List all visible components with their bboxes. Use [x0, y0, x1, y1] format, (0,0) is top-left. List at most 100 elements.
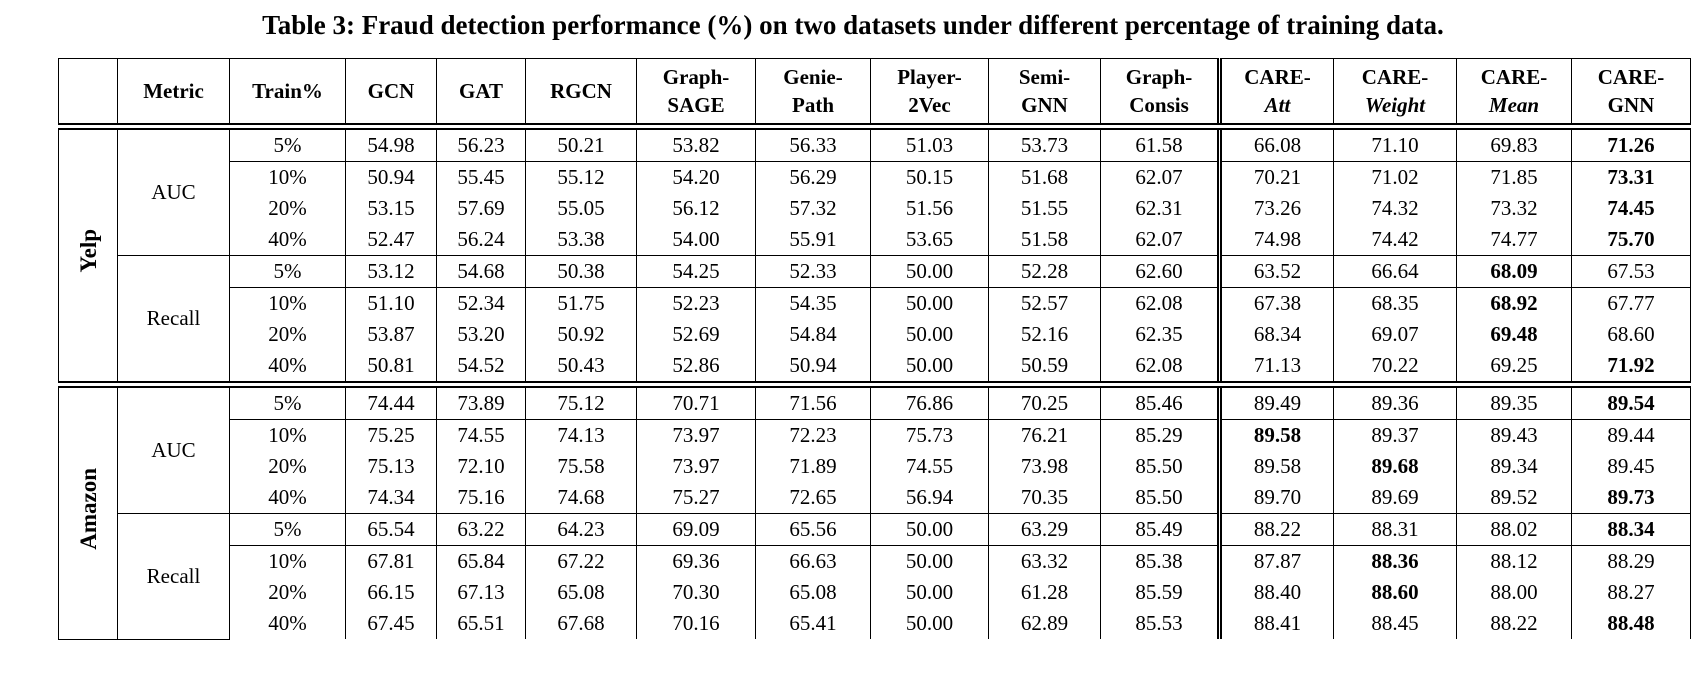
- value-cell: 67.81: [345, 545, 437, 577]
- table-body: Yelp AUC 5% 54.98 56.23 50.21 53.82 56.33 51.03 5…: [58, 123, 1691, 640]
- value-cell: 50.43: [525, 350, 637, 385]
- value-cell: 52.34: [436, 287, 526, 319]
- value-cell: 75.70: [1571, 224, 1691, 256]
- value-cell: 63.52: [1217, 255, 1334, 288]
- column-header: CARE- Att: [1217, 58, 1334, 127]
- value-cell: 53.12: [345, 255, 437, 288]
- column-header: GAT: [436, 58, 526, 127]
- data-row: 10% 50.94 55.45 55.12 54.20 56.29 50.15 51.68 62…: [59, 161, 1691, 193]
- value-cell: 52.23: [636, 287, 756, 319]
- header-line: Weight: [1364, 93, 1426, 117]
- value-cell: 53.15: [345, 193, 437, 224]
- value-cell: 71.89: [755, 451, 871, 482]
- value-cell: 54.68: [436, 255, 526, 288]
- value-cell: 62.89: [988, 608, 1101, 639]
- value-cell: 67.68: [525, 608, 637, 639]
- value-cell: 74.13: [525, 419, 637, 451]
- data-row: 10% 67.81 65.84 67.22 69.36 66.63 50.00 63.32 85…: [59, 545, 1691, 577]
- value-cell: 50.00: [870, 513, 989, 546]
- data-row: 40% 50.81 54.52 50.43 52.86 50.94 50.00 50.59 62…: [59, 350, 1691, 385]
- train-cell: 20%: [229, 193, 346, 224]
- value-cell: 51.56: [870, 193, 989, 224]
- value-cell: 55.12: [525, 161, 637, 193]
- value-cell: 63.29: [988, 513, 1101, 546]
- dataset-name: Yelp: [75, 229, 101, 273]
- value-cell: 73.26: [1217, 193, 1334, 224]
- header-line: Path: [792, 93, 834, 117]
- value-cell: 52.28: [988, 255, 1101, 288]
- column-header: CARE- GNN: [1571, 58, 1691, 127]
- value-cell: 50.00: [870, 608, 989, 639]
- data-row: Amazon AUC 5% 74.44 73.89 75.12 70.71 71.56 76.8…: [58, 381, 1691, 640]
- value-cell: 75.13: [345, 451, 437, 482]
- value-cell: 61.28: [988, 577, 1101, 608]
- value-cell: 50.94: [345, 161, 437, 193]
- value-cell: 69.09: [636, 513, 756, 546]
- value-cell: 52.16: [988, 319, 1101, 350]
- value-cell: 70.16: [636, 608, 756, 639]
- value-cell: 56.12: [636, 193, 756, 224]
- column-header: CARE- Weight: [1333, 58, 1457, 127]
- value-cell: 73.31: [1571, 161, 1691, 193]
- value-cell: 75.16: [436, 482, 526, 514]
- value-cell: 72.65: [755, 482, 871, 514]
- value-cell: 85.46: [1100, 381, 1220, 420]
- value-cell: 68.92: [1456, 287, 1572, 319]
- value-cell: 74.55: [436, 419, 526, 451]
- value-cell: 76.86: [870, 381, 989, 420]
- value-cell: 53.20: [436, 319, 526, 350]
- value-cell: 87.87: [1217, 545, 1334, 577]
- column-header: Train%: [229, 58, 346, 127]
- value-cell: 71.92: [1571, 350, 1691, 385]
- value-cell: 69.48: [1456, 319, 1572, 350]
- value-cell: 89.34: [1456, 451, 1572, 482]
- metric-name: Recall: [117, 255, 230, 385]
- value-cell: 85.53: [1100, 608, 1220, 639]
- value-cell: 85.50: [1100, 451, 1220, 482]
- value-cell: 65.08: [525, 577, 637, 608]
- value-cell: 50.00: [870, 287, 989, 319]
- train-cell: 20%: [229, 319, 346, 350]
- value-cell: 68.09: [1456, 255, 1572, 288]
- value-cell: 65.56: [755, 513, 871, 546]
- value-cell: 70.21: [1217, 161, 1334, 193]
- data-row: 20% 66.15 67.13 65.08 70.30 65.08 50.00 61.28 85…: [59, 577, 1691, 608]
- value-cell: 51.10: [345, 287, 437, 319]
- header-line: Genie-: [783, 65, 843, 89]
- value-cell: 89.58: [1217, 451, 1334, 482]
- value-cell: 54.35: [755, 287, 871, 319]
- value-cell: 73.32: [1456, 193, 1572, 224]
- train-cell: 5%: [229, 381, 346, 420]
- dataset-name: Amazon: [75, 467, 101, 550]
- train-cell: 5%: [229, 255, 346, 288]
- train-cell: 40%: [229, 482, 346, 514]
- value-cell: 88.12: [1456, 545, 1572, 577]
- value-cell: 88.00: [1456, 577, 1572, 608]
- metric-name: Recall: [117, 513, 230, 640]
- value-cell: 88.22: [1456, 608, 1572, 639]
- header-line: Player-: [897, 65, 962, 89]
- value-cell: 89.37: [1333, 419, 1457, 451]
- value-cell: 89.69: [1333, 482, 1457, 514]
- train-cell: 5%: [229, 513, 346, 546]
- header-line: Graph-: [1125, 65, 1193, 89]
- header-line: CARE-: [1244, 65, 1311, 89]
- value-cell: 52.57: [988, 287, 1101, 319]
- value-cell: 53.73: [988, 123, 1101, 162]
- value-cell: 50.00: [870, 319, 989, 350]
- train-cell: 20%: [229, 451, 346, 482]
- value-cell: 56.29: [755, 161, 871, 193]
- value-cell: 53.65: [870, 224, 989, 256]
- value-cell: 69.36: [636, 545, 756, 577]
- train-cell: 40%: [229, 350, 346, 385]
- value-cell: 50.38: [525, 255, 637, 288]
- value-cell: 69.25: [1456, 350, 1572, 385]
- value-cell: 63.32: [988, 545, 1101, 577]
- train-cell: 10%: [229, 161, 346, 193]
- value-cell: 88.29: [1571, 545, 1691, 577]
- value-cell: 75.25: [345, 419, 437, 451]
- table-title: Table 3: Fraud detection performance (%)…: [262, 10, 1444, 40]
- value-cell: 64.23: [525, 513, 637, 546]
- value-cell: 66.15: [345, 577, 437, 608]
